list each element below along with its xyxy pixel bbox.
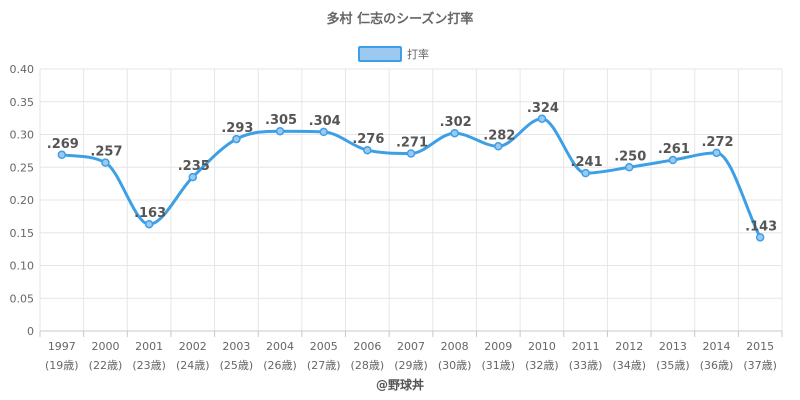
data-point[interactable] [363, 145, 372, 155]
data-label: .163 [134, 206, 166, 221]
x-tick-label: 2013 [659, 340, 687, 353]
y-tick-label: 0.05 [10, 292, 35, 305]
x-tick-label: 2004 [266, 340, 294, 353]
legend-swatch [358, 46, 402, 62]
y-tick-label: 0.25 [10, 161, 35, 174]
x-tick-age-label: (26歳) [263, 359, 297, 372]
x-tick-label: 2009 [484, 340, 512, 353]
x-tick-label: 1997 [48, 340, 76, 353]
data-label: .282 [483, 128, 515, 143]
data-label: .269 [47, 137, 79, 152]
data-label: .324 [527, 101, 559, 116]
series-layer [57, 114, 765, 242]
x-tick-label: 2007 [397, 340, 425, 353]
x-tick-age-label: (22歳) [89, 359, 123, 372]
data-point[interactable] [144, 219, 154, 229]
x-tick-age-label: (25歳) [220, 359, 254, 372]
data-label: .257 [90, 145, 122, 160]
x-tick-age-label: (27歳) [307, 359, 341, 372]
data-label: .293 [221, 121, 253, 136]
y-tick-label: 0.30 [10, 129, 35, 142]
data-label: .305 [265, 113, 297, 128]
data-point[interactable] [188, 172, 198, 182]
x-tick-age-label: (33歳) [569, 359, 603, 372]
grid-layer [39, 68, 783, 332]
x-tick-age-label: (30歳) [438, 359, 472, 372]
x-tick-label: 2011 [572, 340, 600, 353]
x-tick-label: 2010 [528, 340, 556, 353]
data-point[interactable] [406, 149, 416, 158]
y-tick-label: 0.35 [10, 96, 35, 109]
data-label: .261 [658, 142, 690, 157]
x-tick-label: 2005 [310, 340, 338, 353]
data-point[interactable] [494, 142, 503, 151]
x-tick-age-label: (29歳) [394, 359, 428, 372]
data-label: .143 [745, 219, 777, 234]
chart-title: 多村 仁志のシーズン打率 [327, 11, 474, 27]
data-point[interactable] [319, 127, 328, 137]
data-label: .304 [309, 114, 341, 129]
data-label-layer: .269 .257 .163 .235 .293 .305 .304 .276 .271 .302… [47, 101, 777, 235]
data-point[interactable] [668, 155, 678, 165]
x-tick-label: 2003 [222, 340, 250, 353]
y-tick-label: 0.10 [10, 260, 35, 273]
data-label: .250 [614, 149, 646, 164]
data-point[interactable] [101, 158, 110, 167]
x-tick-age-label: (36歳) [700, 359, 734, 372]
data-point[interactable] [755, 233, 765, 242]
data-label: .241 [571, 155, 603, 170]
data-point[interactable] [232, 134, 241, 144]
x-tick-label: 2000 [91, 340, 119, 353]
x-tick-label: 2015 [746, 340, 774, 353]
data-label: .235 [178, 159, 210, 174]
y-tick-label: 0.15 [10, 227, 35, 240]
data-point[interactable] [624, 163, 634, 172]
data-point[interactable] [537, 114, 547, 124]
data-point[interactable] [712, 148, 721, 158]
x-tick-age-label: (34歳) [612, 359, 646, 372]
data-label: .302 [440, 115, 472, 130]
x-tick-label: 2012 [615, 340, 643, 353]
data-point[interactable] [57, 150, 67, 160]
legend[interactable]: 打率 [358, 46, 429, 62]
x-tick-age-label: (23歳) [132, 359, 166, 372]
axis-layer: 0 0.05 0.10 0.15 0.20 0.25 0.30 0.35 0.40 1997 (19… [10, 63, 783, 372]
data-point[interactable] [275, 126, 285, 136]
y-tick-label: 0.20 [10, 194, 35, 207]
x-tick-age-label: (31歳) [481, 359, 515, 372]
data-point[interactable] [581, 168, 590, 178]
x-tick-label: 2008 [441, 340, 469, 353]
x-tick-age-label: (19歳) [45, 359, 79, 372]
x-tick-age-label: (24歳) [176, 359, 210, 372]
x-tick-age-label: (37歳) [743, 359, 777, 372]
credit-text: @野球丼 [376, 377, 424, 392]
x-tick-age-label: (32歳) [525, 359, 559, 372]
x-tick-label: 2002 [179, 340, 207, 353]
data-label: .272 [701, 135, 733, 150]
x-tick-label: 2006 [353, 340, 381, 353]
legend-label: 打率 [407, 47, 429, 61]
x-tick-label: 2014 [703, 340, 731, 353]
data-label: .271 [396, 135, 428, 150]
y-tick-label: 0 [27, 325, 34, 338]
x-tick-label: 2001 [135, 340, 163, 353]
x-tick-age-label: (35歳) [656, 359, 690, 372]
data-point[interactable] [450, 128, 459, 138]
y-tick-label: 0.40 [10, 63, 35, 76]
x-tick-age-label: (28歳) [351, 359, 385, 372]
data-label: .276 [352, 132, 384, 147]
